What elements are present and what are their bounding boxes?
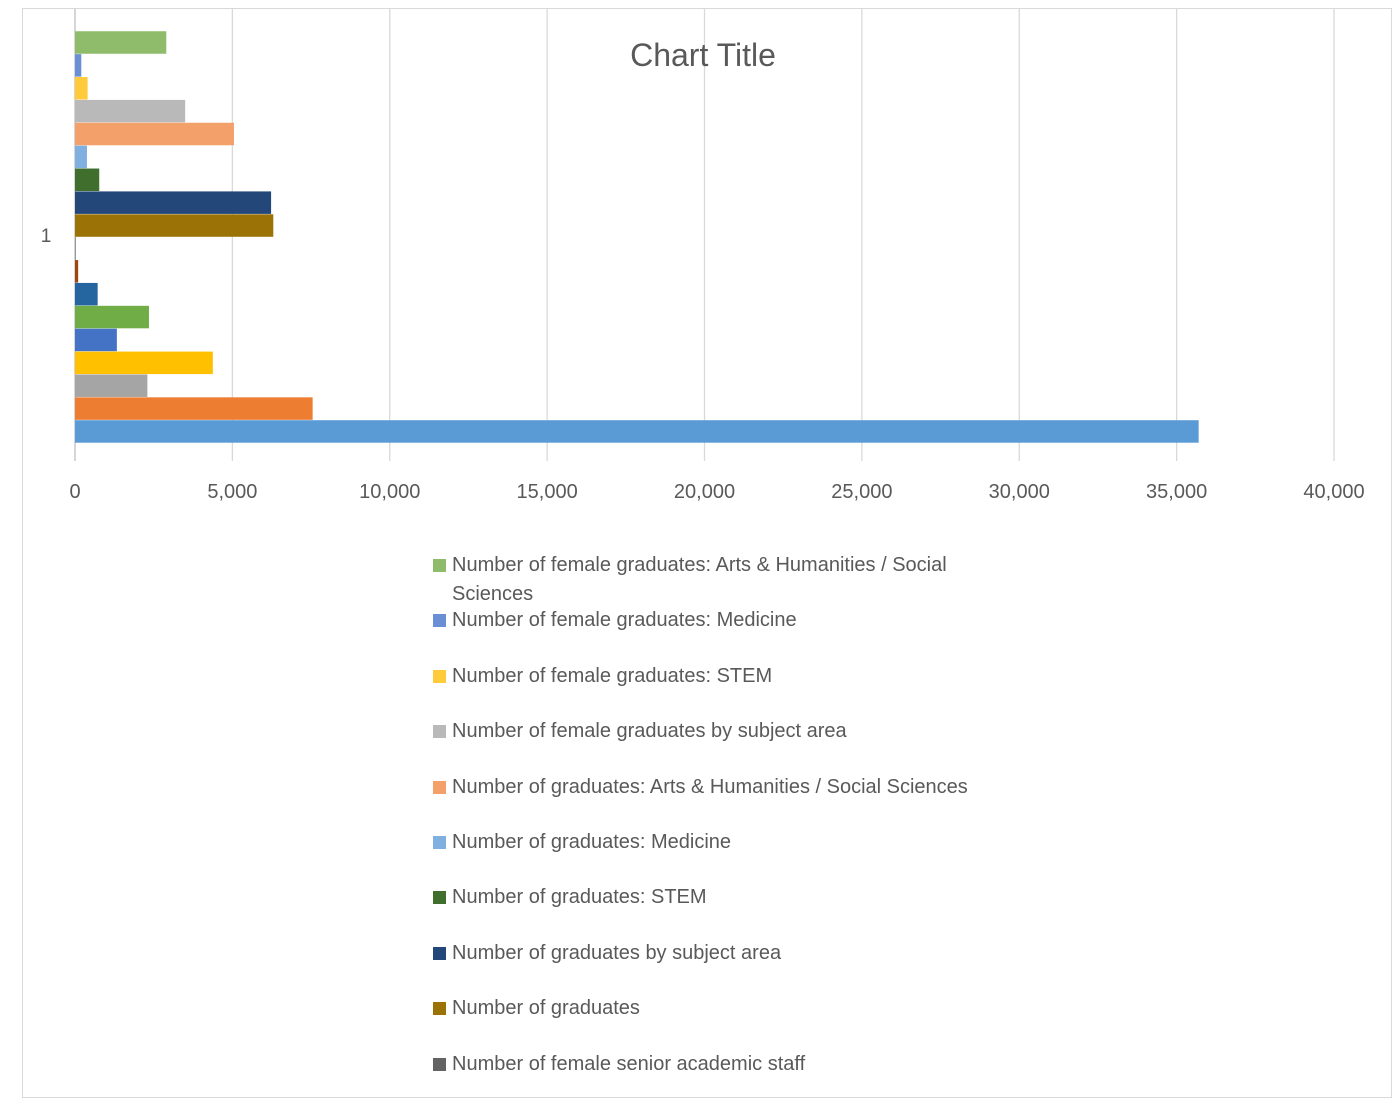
gridlines xyxy=(74,9,1335,461)
category-label: 1 xyxy=(41,226,52,247)
bar xyxy=(75,99,186,123)
chart-area: 0 5,000 10,000 15,000 20,000 25,000 30,000 35,0… xyxy=(22,8,1392,1098)
legend-label: Number of graduates by subject area xyxy=(452,941,782,964)
legend-item: Number of female graduates: Arts & Human… xyxy=(433,551,1033,606)
legend-label: Number of female graduates by subject ar… xyxy=(452,720,847,743)
x-tick-label: 25,000 xyxy=(831,481,892,503)
legend-item: Number of graduates: Medicine xyxy=(433,828,1033,883)
bar xyxy=(75,328,117,352)
legend-item: Number of female graduates: STEM xyxy=(433,662,1033,717)
x-axis-ticks: 0 5,000 10,000 15,000 20,000 25,000 30,000 35,0… xyxy=(69,481,1364,503)
bar xyxy=(75,214,274,237)
legend-label: Number of female graduates: Medicine xyxy=(452,609,797,632)
legend-item: Number of graduates by subject area xyxy=(433,939,1033,994)
legend-swatch xyxy=(433,614,446,628)
legend-swatch xyxy=(433,1057,446,1071)
legend-label: Number of graduates: Medicine xyxy=(452,830,732,853)
x-tick-label: 30,000 xyxy=(989,481,1050,503)
legend-label: Number of graduates: STEM xyxy=(452,886,707,909)
bar xyxy=(75,122,234,146)
bar-chart: 0 5,000 10,000 15,000 20,000 25,000 30,000 35,0… xyxy=(41,9,1365,503)
bar xyxy=(75,282,98,306)
legend-label: Number of graduates: Arts & Humanities /… xyxy=(452,775,968,798)
bar xyxy=(75,237,76,260)
x-tick-label: 10,000 xyxy=(359,481,420,503)
x-tick-label: 35,000 xyxy=(1146,481,1207,503)
legend-label: Number of female senior academic staff xyxy=(452,1052,806,1075)
x-tick-label: 40,000 xyxy=(1303,481,1364,503)
bar xyxy=(75,397,313,420)
legend-label: Number of graduates xyxy=(452,997,640,1020)
bar xyxy=(75,351,213,375)
legend-item: Number of graduates: STEM xyxy=(433,883,1033,938)
legend-label: Number of female graduates: Arts & Human… xyxy=(452,554,947,605)
chart-title: Chart Title xyxy=(630,37,776,73)
bar xyxy=(75,191,272,214)
bar xyxy=(75,420,1199,443)
bar xyxy=(75,374,148,397)
legend-swatch xyxy=(433,725,446,739)
bar xyxy=(75,305,149,329)
legend-item: Number of female senior academic staff xyxy=(433,1050,1033,1105)
legend-swatch xyxy=(433,946,446,960)
x-tick-label: 5,000 xyxy=(207,481,257,503)
legend-swatch xyxy=(433,835,446,849)
x-tick-label: 0 xyxy=(69,481,80,503)
legend-swatch xyxy=(433,780,446,794)
legend: Number of female graduates: Arts & Human… xyxy=(433,551,1033,1105)
bar xyxy=(75,31,167,54)
bars xyxy=(75,31,1199,443)
legend-item: Number of graduates xyxy=(433,994,1033,1049)
legend-item: Number of female graduates: Medicine xyxy=(433,606,1033,661)
legend-swatch xyxy=(433,891,446,905)
bar xyxy=(75,168,100,192)
bar xyxy=(75,260,79,283)
bar xyxy=(75,145,87,169)
legend-swatch xyxy=(433,669,446,683)
legend-item: Number of graduates: Arts & Humanities /… xyxy=(433,773,1033,828)
bar xyxy=(75,77,88,100)
legend-swatch xyxy=(433,1002,446,1016)
x-tick-label: 15,000 xyxy=(517,481,578,503)
x-tick-label: 20,000 xyxy=(674,481,735,503)
legend-item: Number of female graduates by subject ar… xyxy=(433,717,1033,772)
legend-swatch xyxy=(433,559,446,572)
legend-label: Number of female graduates: STEM xyxy=(452,664,773,687)
bar xyxy=(75,54,82,77)
